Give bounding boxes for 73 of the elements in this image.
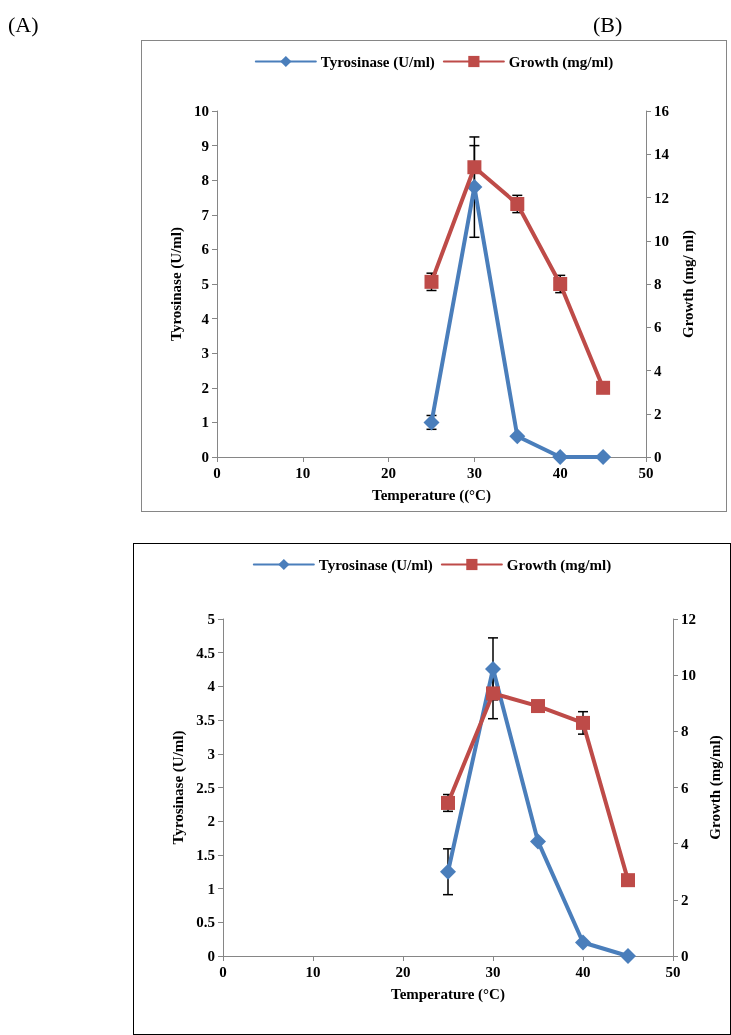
y-tick-label: 6	[201, 241, 210, 258]
y-axis-title: Tyrosinase (U/ml)	[167, 226, 185, 342]
y2-tick-label: 2	[654, 405, 662, 422]
y2-tick-label: 10	[681, 667, 696, 684]
y-tick-label: 0	[201, 449, 209, 465]
y2-tick-label: 0	[681, 948, 689, 964]
x-tick-label: 0	[219, 963, 227, 980]
y2-axis-title: Growth (mg/ ml)	[679, 229, 697, 339]
text: (A)	[8, 12, 39, 38]
point	[509, 428, 526, 445]
y2-tick-label: 4	[681, 835, 689, 852]
y-tick-label: 4	[207, 678, 216, 695]
point	[596, 380, 611, 395]
y2-tick-label: 12	[654, 189, 669, 206]
x-tick-label: 10	[295, 464, 311, 481]
point	[575, 934, 591, 951]
y-tick-label: 10	[194, 103, 209, 119]
y-tick-label: 3.5	[196, 712, 215, 729]
y-tick-label: 5	[207, 611, 215, 627]
x-tick-label: 30	[485, 963, 501, 980]
x-tick-label: 50	[638, 464, 654, 481]
y2-tick-label: 12	[681, 611, 696, 627]
text: (B)	[593, 12, 623, 38]
y2-tick-label: 2	[681, 891, 689, 908]
point	[486, 686, 500, 701]
y2-tick-label: 8	[654, 276, 662, 292]
y-axis-title: Tyrosinase (U/ml)	[169, 730, 187, 845]
y-tick-label: 5	[201, 276, 209, 292]
point	[621, 873, 635, 888]
y-tick-label: 0.5	[196, 914, 215, 931]
y-tick-label: 8	[201, 172, 209, 189]
y2-tick-label: 6	[654, 319, 662, 336]
y-tick-label: 2	[207, 813, 215, 830]
legend-label: Tyrosinase (U/ml)	[318, 556, 433, 574]
y-tick-label: 7	[201, 206, 210, 223]
y-tick-label: 3	[201, 345, 209, 362]
y-tick-label: 1	[207, 880, 215, 897]
y-tick-label: 1	[201, 414, 209, 431]
x-tick-label: 20	[395, 963, 411, 980]
y-tick-label: 4.5	[196, 644, 215, 661]
x-tick-label: 10	[305, 963, 321, 980]
legend-label: Growth (mg/ml)	[506, 556, 612, 574]
x-tick-label: 40	[552, 464, 568, 481]
x-axis-title: Temperature (°C)	[391, 985, 505, 1003]
y-tick-label: 3	[207, 745, 215, 762]
y-tick-label: 2	[201, 379, 209, 396]
y2-tick-label: 4	[654, 362, 662, 379]
y2-tick-label: 6	[681, 779, 689, 796]
x-tick-label: 40	[575, 963, 591, 980]
point	[440, 863, 456, 880]
point	[467, 160, 482, 175]
point	[620, 948, 636, 964]
point	[576, 715, 590, 730]
x-tick-label: 30	[466, 464, 482, 481]
y2-tick-label: 0	[654, 449, 662, 465]
y-tick-label: 1.5	[196, 846, 215, 863]
point	[530, 833, 546, 850]
y2-tick-label: 10	[654, 232, 669, 249]
y-tick-label: 4	[201, 310, 210, 327]
y2-axis-title: Growth (mg/ml)	[706, 735, 724, 840]
y-tick-label: 9	[201, 137, 209, 154]
legend-label: Tyrosinase (U/ml)	[320, 53, 435, 71]
x-tick-label: 50	[665, 963, 681, 980]
y-tick-label: 0	[207, 948, 215, 964]
y2-tick-label: 8	[681, 723, 689, 740]
y2-tick-label: 14	[654, 146, 670, 163]
x-tick-label: 20	[381, 464, 397, 481]
legend-label: Growth (mg/ml)	[508, 53, 614, 71]
y2-tick-label: 16	[654, 103, 670, 119]
point	[595, 449, 612, 465]
point	[531, 699, 545, 714]
y-tick-label: 2.5	[196, 779, 215, 796]
x-axis-title: Temperature ((°C)	[372, 486, 491, 504]
